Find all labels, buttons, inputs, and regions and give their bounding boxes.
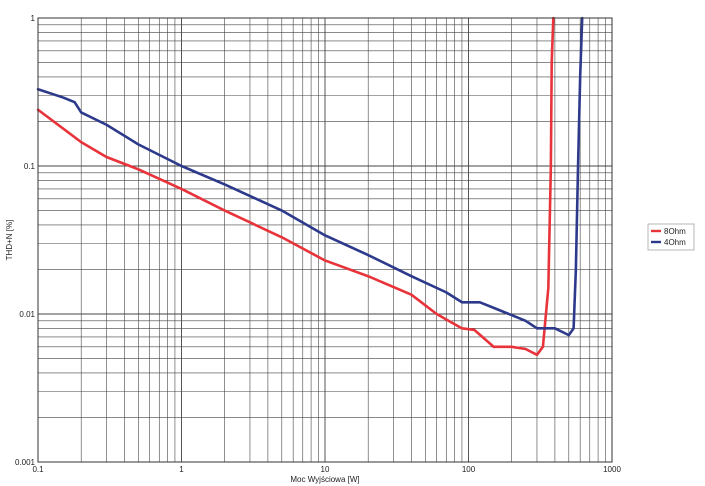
legend: 8Ohm 4Ohm	[647, 223, 695, 251]
x-axis-label: Moc Wyjściowa [W]	[290, 475, 359, 484]
series-line-8ohm	[36, 16, 555, 357]
legend-label: 8Ohm	[664, 227, 686, 236]
legend-label: 4Ohm	[664, 238, 686, 247]
x-tick-labels: 0.1 1 10 100 1000	[32, 465, 621, 474]
x-tick-label: 0.1	[32, 465, 44, 474]
legend-box	[647, 223, 695, 251]
y-tick-label: 1	[31, 14, 36, 23]
plot-frame	[37, 17, 613, 463]
y-tick-labels: 0.001 0.01 0.1 1	[15, 14, 36, 467]
x-tick-label: 10	[321, 465, 330, 474]
x-tick-label: 1	[179, 465, 184, 474]
y-axis-label: THD+N [%]	[5, 220, 14, 261]
chart-series	[36, 16, 584, 357]
y-tick-label: 0.1	[24, 162, 36, 171]
x-tick-label: 100	[462, 465, 476, 474]
chart-grid	[37, 18, 612, 463]
x-tick-label: 1000	[603, 465, 621, 474]
y-tick-label: 0.01	[19, 310, 35, 319]
y-tick-label: 0.001	[15, 458, 36, 467]
series-line-4ohm	[36, 16, 584, 337]
